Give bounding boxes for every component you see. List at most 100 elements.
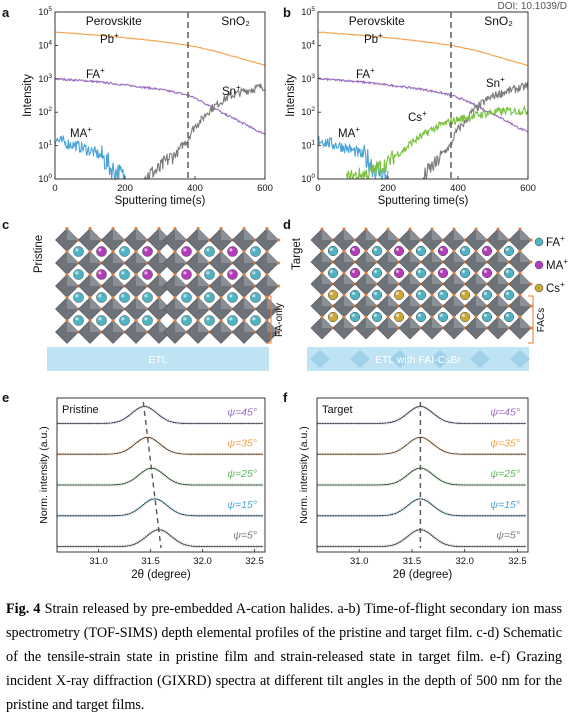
- x-tick-label-e: 32.0: [193, 556, 212, 567]
- a-cation: [73, 315, 84, 326]
- a-cation-highlight: [417, 269, 421, 273]
- halide-atom: [219, 296, 223, 299]
- halide-atom: [277, 284, 280, 288]
- halide-atom: [342, 315, 346, 319]
- halide-atom: [474, 249, 478, 253]
- a-cation: [349, 311, 361, 323]
- y-tick-label-a: 100: [38, 173, 52, 184]
- halide-atom: [242, 250, 246, 253]
- octahedron-face: [476, 229, 487, 240]
- halide-atom: [386, 249, 390, 253]
- legend-label: FA+: [546, 234, 565, 249]
- halide-atom: [196, 319, 200, 322]
- octahedron-face: [67, 320, 79, 332]
- a-cation: [73, 269, 84, 280]
- octahedron-face: [221, 274, 233, 286]
- halide-atom: [496, 315, 500, 319]
- halide-atom: [386, 315, 390, 319]
- a-cation: [142, 315, 153, 326]
- halide-atom: [196, 296, 200, 299]
- octahedron-face: [244, 251, 256, 263]
- octahedron-face: [476, 295, 487, 306]
- y-tick-label-a: 102: [38, 106, 52, 117]
- a-cation: [204, 315, 215, 326]
- halide-atom: [157, 319, 161, 322]
- halide-atom: [518, 227, 522, 231]
- halide-atom: [219, 319, 223, 322]
- x-tick-label-a: 400: [187, 183, 203, 194]
- halide-atom: [452, 249, 456, 253]
- octahedron-face: [198, 274, 210, 286]
- peak-fit-f: [317, 529, 526, 547]
- halide-atom: [474, 271, 478, 275]
- a-cation-highlight: [373, 313, 377, 317]
- a-cation-highlight: [121, 294, 125, 298]
- axes-frame-b: [317, 11, 529, 180]
- halide-atom: [342, 249, 346, 253]
- a-cation: [96, 269, 107, 280]
- a-cation-highlight: [439, 269, 443, 273]
- legend-swatch: [534, 260, 544, 270]
- a-cation: [459, 289, 471, 301]
- etl-crystal: [430, 350, 450, 368]
- octahedron-face: [388, 295, 399, 306]
- y-tick-label-b: 101: [301, 140, 315, 151]
- halide-atom: [111, 250, 115, 253]
- halide-atom: [88, 250, 92, 253]
- halide-atom: [134, 319, 138, 322]
- a-cation-highlight: [483, 247, 487, 252]
- a-cation: [142, 292, 153, 303]
- a-cation: [481, 245, 493, 257]
- octahedron-face: [476, 273, 487, 284]
- halide-atom: [496, 271, 500, 275]
- a-cation-highlight: [417, 291, 421, 295]
- octahedron-face: [113, 228, 125, 240]
- side-label-pristine: Pristine: [33, 235, 45, 273]
- caption-text: Strain released by pre-embedded A-cation…: [6, 601, 562, 713]
- schematic-panel-c: ETL Pristine FA-only: [33, 227, 285, 371]
- region-label-sno2-a: SnO₂: [221, 14, 250, 28]
- octahedron-face: [322, 251, 333, 262]
- a-cation: [227, 269, 238, 280]
- a-cation-highlight: [121, 271, 125, 275]
- x-tick-label-b: 0: [315, 183, 320, 194]
- octahedron-face: [67, 274, 79, 286]
- a-cation: [503, 267, 515, 279]
- a-cation: [181, 269, 192, 280]
- y-tick-label-b: 100: [301, 173, 315, 184]
- halide-atom: [474, 315, 478, 319]
- a-cation-highlight: [183, 294, 187, 298]
- octahedron-face: [198, 251, 210, 263]
- halide-atom: [65, 319, 69, 322]
- y-axis-label-e: Norm. intensity (a.u.): [38, 426, 50, 523]
- a-cation-highlight: [206, 271, 210, 275]
- octahedron-face: [221, 297, 233, 309]
- x-tick-label-a: 0: [52, 183, 57, 194]
- octahedron-face: [454, 229, 465, 240]
- a-cation-highlight: [329, 269, 333, 273]
- halide-atom: [364, 293, 368, 297]
- octahedron-face: [267, 228, 279, 240]
- halide-atom: [364, 249, 368, 253]
- a-cation: [227, 292, 238, 303]
- halide-atom: [265, 319, 269, 322]
- a-cation-highlight: [229, 294, 233, 298]
- octahedron-face: [198, 228, 210, 240]
- a-cation: [371, 245, 383, 257]
- a-cation: [96, 315, 107, 326]
- halide-atom: [320, 293, 324, 297]
- a-cation-highlight: [252, 248, 256, 252]
- peak-fit-e: [57, 437, 263, 455]
- halide-atom: [111, 227, 115, 230]
- side-label-target: Target: [291, 237, 303, 270]
- octahedron-face: [198, 297, 210, 309]
- octahedron-face: [388, 251, 399, 262]
- series-label-ma: MA+: [338, 125, 360, 140]
- halide-atom: [265, 273, 269, 276]
- octahedron-face: [454, 273, 465, 284]
- halide-atom: [277, 307, 280, 311]
- a-cation-highlight: [329, 313, 333, 317]
- a-cation: [481, 289, 493, 301]
- halide-atom: [430, 227, 434, 231]
- x-tick-label-b: 400: [450, 183, 466, 194]
